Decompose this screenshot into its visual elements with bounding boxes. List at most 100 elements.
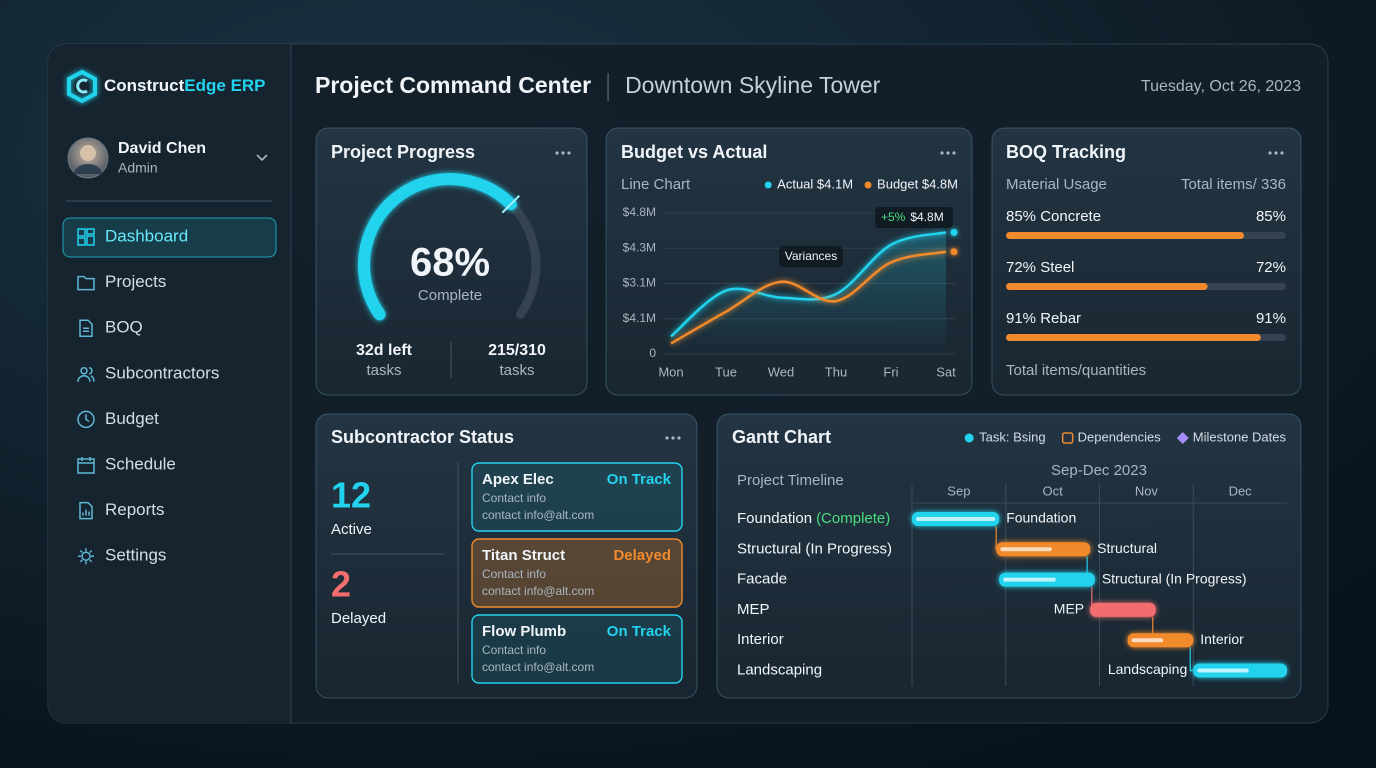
brand-name: Construct xyxy=(104,76,185,95)
bar-label: Structural (In Progress) xyxy=(1102,570,1247,586)
y-tick-label: $3.1M xyxy=(623,276,656,290)
nav-item[interactable]: Budget xyxy=(105,409,159,428)
boq-bar xyxy=(1006,232,1244,239)
line-series xyxy=(670,231,947,338)
nav-item[interactable]: Subcontractors xyxy=(105,363,219,382)
bar-label: Structural xyxy=(1097,540,1157,556)
active-count: 12 xyxy=(331,475,371,516)
month-label: Oct xyxy=(1043,483,1064,498)
stat-value: 215/310 xyxy=(488,342,546,359)
chart-label: Line Chart xyxy=(621,176,691,193)
brand-accent: Edge ERP xyxy=(184,76,265,95)
sub-email: contact info@alt.com xyxy=(482,584,594,598)
progress-value: 68% xyxy=(410,241,490,285)
sub-name: Apex Elec xyxy=(482,471,554,488)
month-label: Nov xyxy=(1135,483,1159,498)
more-dot xyxy=(561,151,565,155)
more-dot xyxy=(1280,151,1284,155)
card-title: Gantt Chart xyxy=(732,427,831,447)
avatar-head xyxy=(80,145,96,161)
x-tick-label: Thu xyxy=(825,364,847,379)
bar-label: Interior xyxy=(1200,631,1244,647)
task-label: Landscaping xyxy=(737,661,822,678)
delayed-count: 2 xyxy=(331,564,351,605)
more-dot xyxy=(665,436,669,440)
y-tick-label: 0 xyxy=(649,346,656,360)
nav-item[interactable]: Reports xyxy=(105,500,165,519)
logo-mark xyxy=(76,78,88,94)
more-dot xyxy=(567,151,571,155)
legend-label: Task: Bsing xyxy=(979,429,1045,444)
gantt-progress xyxy=(1003,577,1056,582)
task-name: Interior xyxy=(737,631,784,648)
sub-status: On Track xyxy=(607,471,672,488)
legend-label: Milestone Dates xyxy=(1193,429,1287,444)
nav-active xyxy=(62,217,277,258)
sub-contact: Contact info xyxy=(482,567,546,581)
period: Sep-Dec 2023 xyxy=(1051,462,1147,479)
gantt-progress xyxy=(1197,668,1249,673)
bar-label: MEP xyxy=(1054,601,1084,617)
boq-bar xyxy=(1006,283,1208,290)
gantt-bar[interactable] xyxy=(1090,602,1156,617)
y-tick-label: $4.8M xyxy=(623,205,656,219)
nav-icon xyxy=(77,228,95,246)
legend-swatch xyxy=(964,433,974,443)
more-dot xyxy=(1274,151,1278,155)
boq-total: Total items/ 336 xyxy=(1181,176,1286,193)
sub-name: Titan Struct xyxy=(482,547,565,564)
x-tick-label: Wed xyxy=(768,364,795,379)
boq-subtitle: Material Usage xyxy=(1006,176,1107,193)
task-label: Foundation (Complete) xyxy=(737,510,890,527)
task-name: MEP xyxy=(737,601,770,618)
annotation-change: +5% xyxy=(881,210,906,224)
task-name: Landscaping xyxy=(737,661,822,678)
subcontractor-item[interactable] xyxy=(471,538,683,608)
boq-bar xyxy=(1006,334,1261,341)
nav-item[interactable]: Dashboard xyxy=(105,226,188,245)
end-point xyxy=(950,248,958,256)
subcontractor-item[interactable] xyxy=(471,614,683,684)
x-tick-label: Sat xyxy=(936,364,956,379)
more-dot xyxy=(1268,151,1272,155)
subcontractor-item[interactable] xyxy=(471,462,683,532)
annotation-value: $4.8M xyxy=(910,210,943,224)
gantt-progress xyxy=(1000,547,1052,552)
card-title: Subcontractor Status xyxy=(331,427,514,447)
page-title: Project Command Center xyxy=(315,72,591,98)
task-label: Facade xyxy=(737,571,787,588)
boq-item-value: 72% xyxy=(1256,259,1286,276)
card-title: Project Progress xyxy=(331,142,475,162)
nav-item[interactable]: Settings xyxy=(105,546,166,565)
nav-item[interactable]: Projects xyxy=(105,272,166,291)
brand: ConstructEdge ERP xyxy=(104,76,266,95)
task-label: Interior xyxy=(737,631,784,648)
date: Tuesday, Oct 26, 2023 xyxy=(1141,78,1301,95)
bar-label: Foundation xyxy=(1006,510,1076,526)
end-point xyxy=(950,228,958,236)
task-label: Structural (In Progress) xyxy=(737,540,892,557)
y-tick-label: $4.3M xyxy=(623,240,656,254)
more-dot xyxy=(940,151,944,155)
more-dot xyxy=(555,151,559,155)
legend-swatch xyxy=(1176,432,1189,444)
task-label: MEP xyxy=(737,601,770,618)
legend-label: Budget $4.8M xyxy=(877,176,958,191)
nav-item[interactable]: BOQ xyxy=(105,318,143,337)
boq-card xyxy=(991,127,1302,396)
annotation-note: Variances xyxy=(785,249,837,263)
note-box xyxy=(779,246,843,267)
user-menu[interactable] xyxy=(256,154,268,162)
nav-icon xyxy=(77,275,95,291)
sub-email: contact info@alt.com xyxy=(482,660,594,674)
sidebar xyxy=(48,44,291,723)
progress-card xyxy=(315,127,588,396)
nav-icon xyxy=(77,367,95,382)
nav-icon xyxy=(78,548,94,565)
nav-item[interactable]: Schedule xyxy=(105,454,176,473)
x-tick-label: Tue xyxy=(715,364,737,379)
stat-label: tasks xyxy=(499,362,534,379)
sub-email: contact info@alt.com xyxy=(482,508,594,522)
annotation: +5% $4.8M xyxy=(881,210,944,224)
page-subtitle: Downtown Skyline Tower xyxy=(625,72,881,98)
